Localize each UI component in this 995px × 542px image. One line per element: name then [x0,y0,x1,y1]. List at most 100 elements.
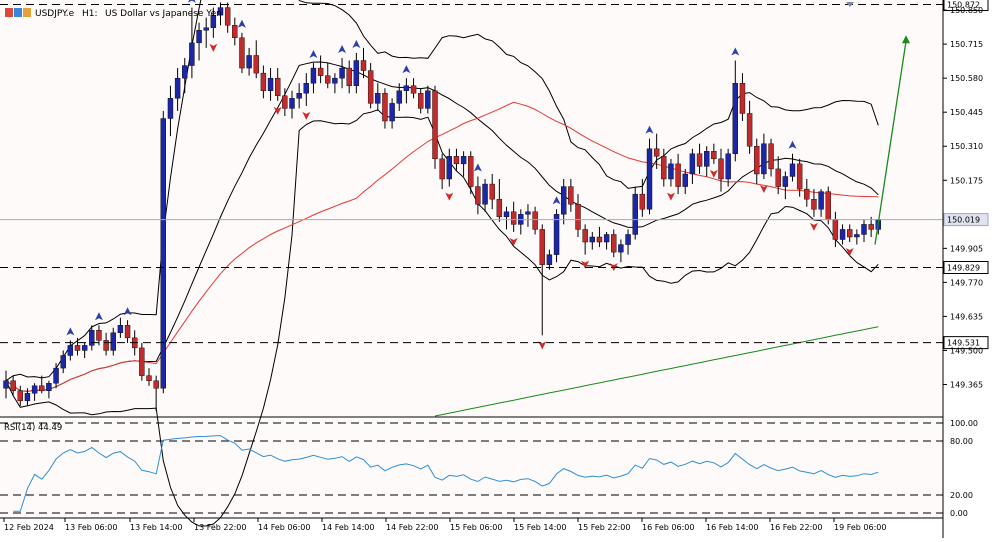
candle-body [46,383,52,391]
x-tick-label: 14 Feb 22:00 [386,523,438,532]
candle-body [503,211,510,218]
candle-body [811,198,817,210]
candle-body [568,186,574,205]
candle-body [217,7,224,16]
candle-body [796,163,803,190]
candle-body [496,198,503,218]
candle-body [475,186,481,205]
candle-body [303,82,309,94]
candle-body [718,158,724,180]
chart-header: USDJPY.e H1: US Dollar vs Japanese Yen [5,8,222,19]
window-icon [5,8,31,17]
y-tick-label: 149.500 [950,346,983,355]
candle-body [67,345,74,356]
candle-body [282,95,288,109]
candle-body [232,25,238,39]
y-tick-label: 150.310 [950,142,983,151]
candle-body [296,93,302,99]
candle-body [510,211,517,225]
level-price-tag [943,261,989,275]
rsi-label: RSI(14) 44.49 [4,423,62,433]
fractal-up-arrow [352,39,361,48]
candle-body [196,30,202,44]
candle-body [775,168,781,187]
candle-body [10,380,16,391]
candle-body [174,77,181,99]
candle-body [839,229,846,240]
candle-body [639,193,646,210]
candle-body [532,211,538,230]
y-tick-label: 149.770 [950,278,983,287]
candle-body [60,355,66,369]
candle-body [382,93,388,122]
candle-body [146,375,152,381]
candle-body [346,67,352,86]
fractal-up-arrow [788,140,797,149]
candle-body [260,72,267,91]
candle-body [575,204,581,230]
rsi-level-label: 0.00 [950,509,968,518]
candle-body [668,163,674,180]
candle-body [317,67,324,76]
candle-body [325,75,331,84]
candle-body [289,98,295,109]
candle-body [425,90,431,109]
candle-body [253,55,259,74]
level-price-tag [943,0,989,12]
fractal-down-arrow [845,248,854,257]
candle-body [189,42,195,66]
candle-body [432,90,438,160]
candle-body [746,113,753,147]
candle-body [39,385,45,391]
candle-body [632,193,638,235]
candle-body [267,77,274,91]
candle-body [153,380,159,389]
candle-body [224,7,231,26]
candle-body [711,151,717,160]
candle-body [275,77,281,97]
candle-body [24,393,31,402]
x-tick-label: 13 Feb 14:00 [130,523,182,532]
candle-body [482,183,488,205]
candle-body [446,156,452,180]
candle-body [353,60,360,86]
candle-body [89,330,95,346]
rsi-level-label: 100.00 [950,419,978,428]
x-tick-label: 15 Feb 14:00 [514,523,566,532]
candle-body [167,98,174,119]
candle-body [789,163,796,177]
candle-body [596,236,603,243]
fractal-up-arrow [338,44,347,53]
price-tag-label: 149.829 [947,264,980,273]
candle-body [804,188,810,200]
x-tick-label: 13 Feb 22:00 [194,523,246,532]
candle-body [653,148,660,157]
candle-body [3,380,9,389]
candle-body [81,345,88,351]
candle-body [682,173,688,187]
candle-body [818,191,824,210]
x-tick-label: 13 Feb 06:00 [65,523,117,532]
candle-body [553,214,560,255]
candle-body [96,330,102,341]
candle-body [182,65,188,79]
fractal-up-arrow [309,50,318,59]
candle-body [124,325,131,339]
price-tag-label: 149.531 [947,339,980,348]
fractal-up-arrow [552,196,561,205]
rsi-level-label: 20.00 [950,491,973,500]
chart-description: US Dollar vs Japanese Yen [105,9,222,19]
rsi-plot-layer [0,422,943,514]
candle-body [460,156,467,165]
candle-body [546,254,553,265]
scroll-marker-icon[interactable] [846,2,854,7]
x-tick-label: 16 Feb 06:00 [642,523,694,532]
candle-body [603,234,610,243]
fractal-up-arrow [645,125,654,134]
candle-body [210,14,217,28]
candle-body [739,82,746,114]
rsi-plot-background [0,418,943,518]
x-tick-label: 15 Feb 22:00 [578,523,630,532]
